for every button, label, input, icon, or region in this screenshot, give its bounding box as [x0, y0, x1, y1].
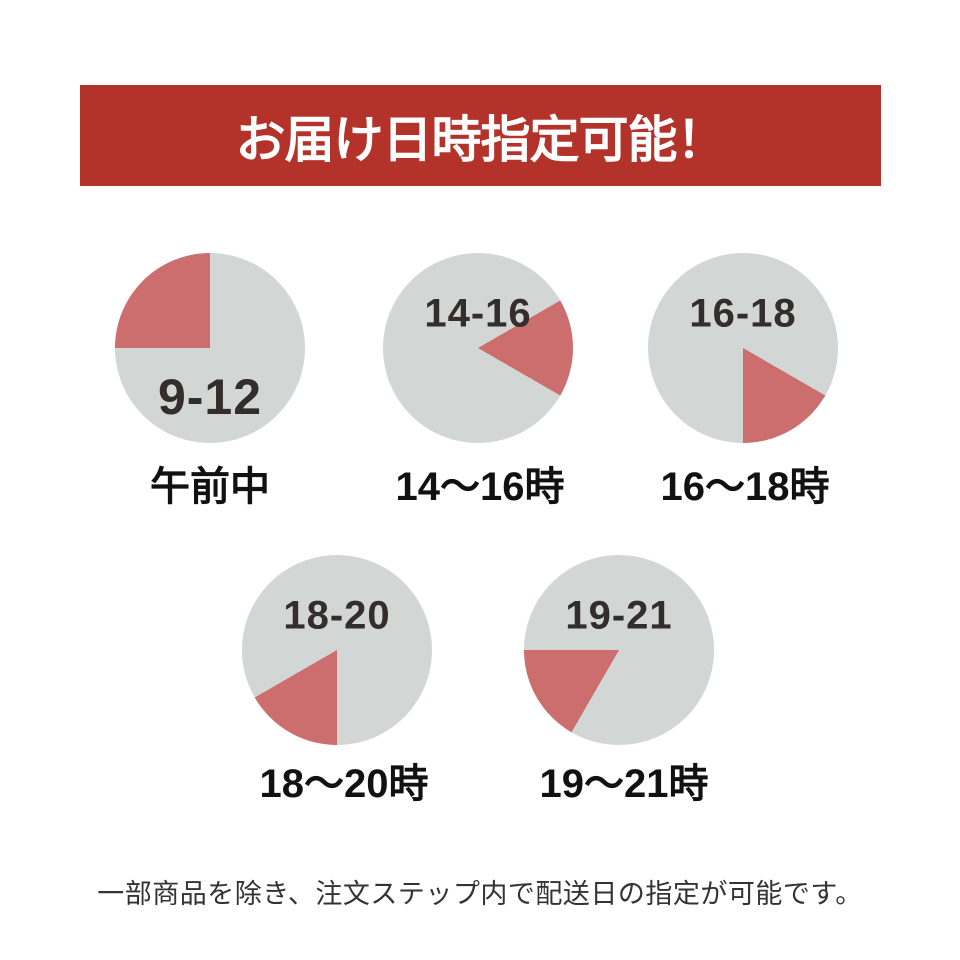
clock-pie-19-21: [524, 555, 714, 745]
banner: お届け日時指定可能！: [80, 85, 881, 186]
footnote: 一部商品を除き、注文ステップ内で配送日の指定が可能です。: [97, 879, 863, 909]
clock-number: 16-18: [689, 291, 797, 336]
clock-14-16: 14-16: [383, 253, 573, 443]
clock-pie-14-16: [383, 253, 573, 443]
clock-pie-9-12: [115, 253, 305, 443]
clock-9-12: 9-12: [115, 253, 305, 443]
clock-number: 19-21: [565, 593, 673, 638]
clock-number: 14-16: [424, 291, 532, 336]
clock-18-20: 18-20: [242, 555, 432, 745]
clock-label-16-18: 16〜18時: [660, 465, 830, 509]
clock-pie-16-18: [648, 253, 838, 443]
clock-label-morning: 午前中: [150, 465, 270, 509]
banner-title: お届け日時指定可能！: [235, 111, 727, 168]
clock-label-18-20: 18〜20時: [259, 762, 429, 806]
clock-number: 18-20: [283, 593, 391, 638]
clock-16-18: 16-18: [648, 253, 838, 443]
clock-pie-18-20: [242, 555, 432, 745]
clock-label-14-16: 14〜16時: [395, 465, 565, 509]
clock-label-19-21: 19〜21時: [539, 762, 709, 806]
clock-number: 9-12: [157, 369, 263, 426]
clock-19-21: 19-21: [524, 555, 714, 745]
